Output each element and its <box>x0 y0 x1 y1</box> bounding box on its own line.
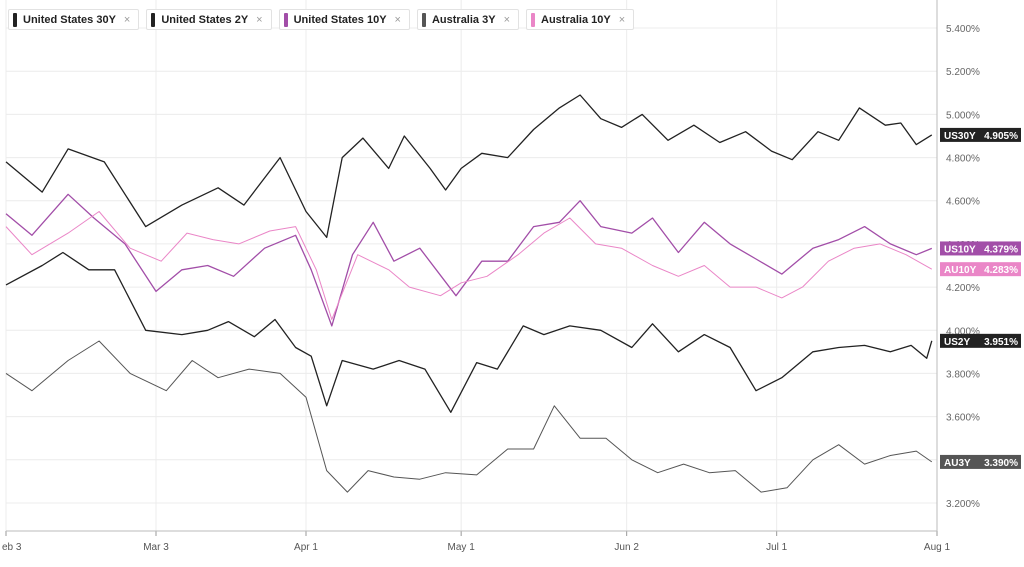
badge-background <box>940 262 1021 277</box>
series-line-au10y <box>5 211 933 320</box>
y-tick-label: 3.600% <box>946 413 980 424</box>
y-tick-label: 5.000% <box>946 110 980 121</box>
legend-chip-au10y[interactable]: Australia 10Y × <box>526 9 635 30</box>
y-tick-label: 3.200% <box>946 499 980 510</box>
legend-chip-au3y[interactable]: Australia 3Y × <box>416 9 519 30</box>
badge-series-name: AU10Y <box>944 265 977 276</box>
legend-swatch <box>531 12 535 27</box>
badge-value: 4.379% <box>984 244 1018 255</box>
badge-us30y: US30Y 4.905% <box>940 127 1021 142</box>
legend-swatch <box>13 12 17 27</box>
badge-series-name: US30Y <box>944 131 976 142</box>
close-icon[interactable]: × <box>256 13 263 26</box>
legend-swatch <box>283 12 288 27</box>
close-icon[interactable]: × <box>394 13 401 26</box>
badge-background <box>940 241 1021 256</box>
legend-label: Australia 10Y <box>541 13 611 26</box>
legend-label: Australia 3Y <box>431 13 496 26</box>
series-line-us30y <box>5 94 933 239</box>
x-tick-label: Jun 2 <box>614 542 639 553</box>
y-tick-label: 3.800% <box>946 369 980 380</box>
y-tick-label: 4.200% <box>946 283 980 294</box>
y-tick-label: 4.000% <box>946 326 980 337</box>
legend-label: United States 10Y <box>293 13 387 26</box>
close-icon[interactable]: × <box>618 13 626 26</box>
badge-us2y: US2Y 3.951% <box>940 333 1021 348</box>
x-tick-label: May 1 <box>448 542 476 553</box>
x-axis: eb 3 Mar 3 Apr 1 May 1 Jun 2 Jul 1 Aug 1 <box>2 530 951 553</box>
badge-au10y: AU10Y 4.283% <box>940 262 1021 277</box>
close-icon[interactable]: × <box>503 13 510 26</box>
badge-background <box>940 127 1021 142</box>
y-tick-label: 4.800% <box>946 154 980 165</box>
badge-us10y: US10Y 4.379% <box>940 241 1021 256</box>
badge-series-name: AU3Y <box>944 458 971 469</box>
series-line-us10y <box>5 193 933 327</box>
series-lines <box>5 94 933 493</box>
legend-chip-us2y[interactable]: United States 2Y × <box>146 9 272 30</box>
badge-value: 4.905% <box>984 131 1018 142</box>
y-tick-label: 5.200% <box>946 67 980 78</box>
x-tick-label: Apr 1 <box>294 542 318 553</box>
y-tick-label: 5.400% <box>946 24 980 35</box>
badge-background <box>940 454 1021 469</box>
gridlines <box>5 0 938 531</box>
badge-value: 3.951% <box>984 337 1018 348</box>
series-line-us2y <box>5 251 933 413</box>
legend-swatch <box>151 12 156 27</box>
legend-label: United States 30Y <box>23 13 116 26</box>
badge-background <box>940 333 1021 348</box>
legend-label: United States 2Y <box>161 13 249 26</box>
legend: United States 30Y × United States 2Y × U… <box>8 9 635 30</box>
y-tick-label: 4.600% <box>946 197 980 208</box>
series-line-au3y <box>5 340 933 493</box>
close-icon[interactable]: × <box>123 13 131 26</box>
badge-value: 3.390% <box>984 458 1018 469</box>
legend-swatch <box>421 12 426 27</box>
x-tick-label: Mar 3 <box>143 542 169 553</box>
x-tick-label: eb 3 <box>2 542 22 553</box>
badge-series-name: US10Y <box>944 244 976 255</box>
last-value-badges: US30Y 4.905% US2Y 3.951% US10Y 4.379% AU3Y 3.39… <box>940 127 1021 469</box>
legend-chip-us30y[interactable]: United States 30Y × <box>8 9 140 30</box>
x-tick-label: Aug 1 <box>924 542 951 553</box>
badge-au3y: AU3Y 3.390% <box>940 454 1021 469</box>
badge-value: 4.283% <box>984 265 1018 276</box>
legend-chip-us10y[interactable]: United States 10Y × <box>278 9 410 30</box>
x-tick-label: Jul 1 <box>766 542 788 553</box>
badge-series-name: US2Y <box>944 337 970 348</box>
